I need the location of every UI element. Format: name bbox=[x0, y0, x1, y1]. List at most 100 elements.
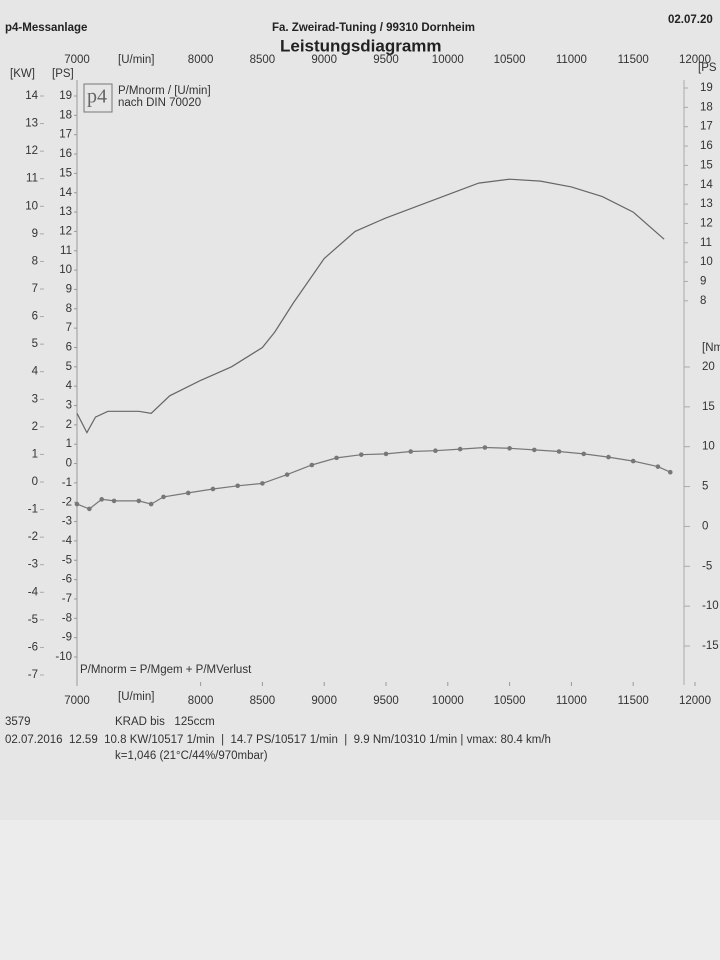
kw-tick-label: 2 bbox=[32, 421, 38, 433]
x-tick-label: 12000 bbox=[679, 695, 711, 707]
logo-box bbox=[83, 83, 113, 113]
x-tick-label: 10500 bbox=[494, 695, 526, 707]
right-y-tick-label: 8 bbox=[700, 295, 706, 307]
x-tick-label: 7000 bbox=[64, 54, 90, 66]
kw-tick-label: 3 bbox=[32, 393, 38, 405]
kw-tick-label: -5 bbox=[28, 614, 38, 626]
y-tick-label: 16 bbox=[59, 148, 72, 160]
y-tick-label: 7 bbox=[66, 322, 72, 334]
x-tick-label: 10000 bbox=[432, 54, 464, 66]
series-point bbox=[87, 506, 92, 512]
kw-tick-label: -4 bbox=[28, 586, 39, 598]
right-y-tick-label: 15 bbox=[700, 159, 713, 171]
footer-id: 3579 bbox=[5, 716, 31, 728]
y-tick-label: 15 bbox=[59, 167, 72, 179]
x-tick-label: 12000 bbox=[679, 54, 711, 66]
x-tick-label: 11000 bbox=[556, 54, 587, 66]
series-point bbox=[210, 486, 216, 492]
right-y-tick-label: 18 bbox=[700, 101, 713, 113]
series-point bbox=[136, 498, 142, 504]
series-point bbox=[260, 481, 265, 486]
x-axis-label: [U/min] bbox=[118, 691, 154, 703]
y-tick-label: -8 bbox=[62, 612, 72, 624]
right-y-axis-label: [PS bbox=[698, 62, 717, 74]
y2-tick-label: 10 bbox=[702, 441, 715, 453]
y-tick-label: 13 bbox=[59, 206, 72, 218]
series-point bbox=[507, 446, 512, 451]
kw-tick-label: -3 bbox=[28, 559, 38, 571]
y-tick-label: 19 bbox=[59, 90, 72, 102]
y-tick-label: 10 bbox=[59, 264, 72, 276]
series-point bbox=[235, 483, 240, 489]
header-center: Fa. Zweirad-Tuning / 99310 Dornheim bbox=[272, 22, 475, 34]
series-point bbox=[482, 445, 488, 450]
series-point bbox=[532, 447, 537, 453]
x-tick-label: 9000 bbox=[311, 54, 337, 66]
y2-tick-label: -5 bbox=[702, 560, 712, 572]
series-point bbox=[111, 498, 117, 504]
header-date: 02.07.20 bbox=[668, 14, 713, 26]
y2-tick-label: -15 bbox=[702, 640, 719, 652]
series-line bbox=[76, 446, 671, 510]
kw-tick-label: 6 bbox=[32, 311, 38, 323]
y-tick-label: -5 bbox=[62, 554, 72, 566]
header-left: p4-Messanlage bbox=[5, 22, 87, 34]
kw-tick-label: 12 bbox=[25, 145, 38, 157]
kw-tick-label: -6 bbox=[28, 641, 38, 653]
kw-tick-label: 9 bbox=[32, 228, 38, 240]
x-tick-label: 8500 bbox=[250, 54, 276, 66]
series-point bbox=[383, 451, 389, 457]
kw-tick-label: 8 bbox=[32, 255, 38, 267]
y-tick-label: 0 bbox=[66, 458, 72, 470]
right-y-tick-label: 11 bbox=[700, 237, 712, 249]
x-tick-label: 8000 bbox=[188, 695, 214, 707]
x-tick-label: 9000 bbox=[311, 695, 337, 707]
series-point bbox=[581, 451, 587, 457]
y-tick-label: 11 bbox=[60, 245, 72, 257]
y-tick-label: 14 bbox=[59, 187, 72, 199]
y2-tick-label: 0 bbox=[702, 520, 708, 532]
series-point bbox=[161, 494, 166, 500]
kw-tick-label: 13 bbox=[25, 118, 38, 130]
annotation: P/Mnorm = P/Mgem + P/MVerlust bbox=[80, 664, 252, 676]
right-y-tick-label: 10 bbox=[700, 256, 713, 268]
x-tick-label: 10000 bbox=[432, 695, 464, 707]
series-line bbox=[76, 178, 665, 434]
series-point bbox=[433, 448, 438, 454]
series-point bbox=[358, 452, 364, 457]
kw-tick-label: 7 bbox=[32, 283, 38, 295]
right-y-tick-label: 17 bbox=[700, 121, 713, 133]
y2-axis-label: [Nm bbox=[702, 342, 720, 354]
y-tick-label: 12 bbox=[59, 225, 72, 237]
series-point bbox=[309, 462, 315, 468]
y-tick-label: 6 bbox=[66, 342, 72, 354]
y-tick-label: -9 bbox=[62, 632, 72, 644]
x-tick-label: 8000 bbox=[188, 54, 214, 66]
y-tick-label: 17 bbox=[59, 129, 72, 141]
right-y-tick-label: 12 bbox=[700, 217, 713, 229]
y-tick-label: 18 bbox=[59, 109, 72, 121]
series-point bbox=[655, 464, 661, 469]
footer-conditions: k=1,046 (21°C/44%/970mbar) bbox=[115, 750, 268, 762]
x-tick-label: 11500 bbox=[618, 695, 649, 707]
series-point bbox=[99, 497, 105, 502]
legend-line: P/Mnorm / [U/min] bbox=[118, 85, 211, 97]
kw-tick-label: 10 bbox=[25, 200, 38, 212]
kw-axis-label: [KW] bbox=[10, 68, 35, 80]
right-y-tick-label: 14 bbox=[700, 179, 713, 191]
right-y-tick-label: 19 bbox=[700, 82, 713, 94]
right-y-tick-label: 9 bbox=[700, 275, 706, 287]
y-tick-label: 2 bbox=[66, 419, 72, 431]
x-tick-label: 11500 bbox=[618, 54, 649, 66]
series-point bbox=[606, 454, 611, 460]
series-point bbox=[148, 501, 154, 507]
x-tick-label: 9500 bbox=[373, 695, 399, 707]
x-axis-label: [U/min] bbox=[118, 54, 154, 66]
y-tick-label: -7 bbox=[62, 593, 72, 605]
legend-line: nach DIN 70020 bbox=[118, 97, 201, 109]
y-tick-label: -4 bbox=[62, 535, 73, 547]
kw-tick-label: 5 bbox=[32, 338, 38, 350]
